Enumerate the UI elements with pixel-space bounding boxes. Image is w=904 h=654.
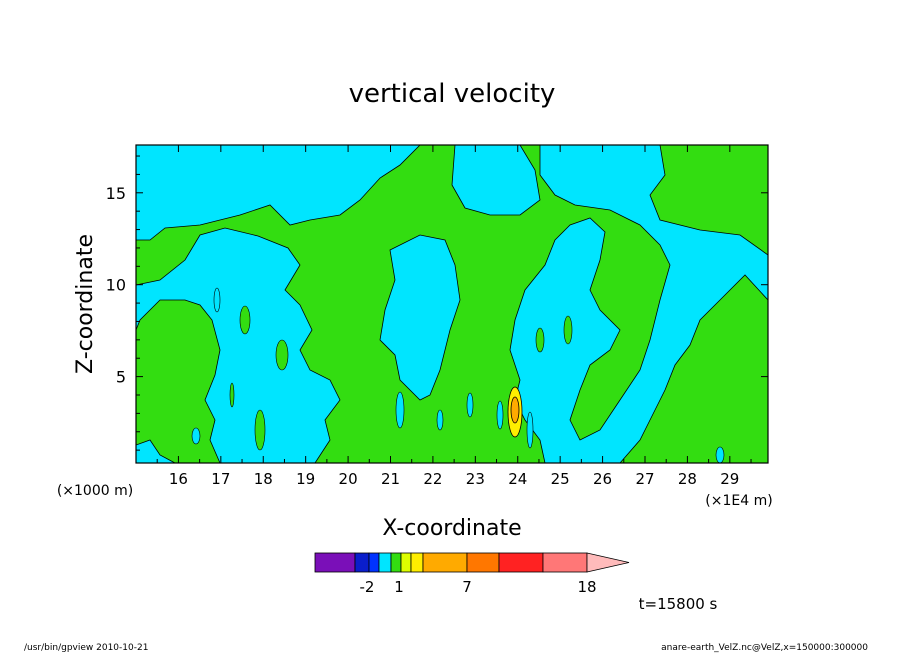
y-tick-label: 5 <box>116 368 126 387</box>
y-unit-label: (×1000 m) <box>57 483 133 499</box>
green-cell <box>239 305 251 335</box>
footer-left: /usr/bin/gpview 2010-10-21 <box>24 643 148 653</box>
cyan-cell <box>526 411 534 449</box>
cyan-region-right <box>509 145 768 463</box>
colorbar-segment <box>410 552 424 573</box>
cyan-region-topright <box>451 145 541 216</box>
x-axis-label: X-coordinate <box>382 516 521 541</box>
plot-frame <box>135 144 769 464</box>
cyan-region-bottomleft <box>136 439 176 463</box>
time-label: t=15800 s <box>639 595 718 613</box>
cyan-cell <box>715 446 725 463</box>
cyan-cell <box>191 427 201 445</box>
colorbar-segment <box>378 552 392 573</box>
y-axis-label: Z-coordinate <box>73 234 98 374</box>
cyan-cell <box>436 409 444 431</box>
green-cell <box>229 382 235 408</box>
x-tick-label: 28 <box>678 470 697 488</box>
plot-area <box>136 145 768 463</box>
colorbar-segment <box>390 552 402 573</box>
colorbar-segment <box>466 552 500 573</box>
x-unit-label: (×1E4 m) <box>705 493 772 509</box>
x-tick-label: 16 <box>169 470 188 488</box>
cyan-cell <box>496 400 504 430</box>
x-tick-label: 24 <box>508 470 527 488</box>
colorbar: -2 1 7 18 <box>314 552 630 596</box>
cyan-cell <box>213 287 221 313</box>
x-tick-label: 23 <box>466 470 485 488</box>
cyan-cell <box>466 392 474 418</box>
colorbar-segment <box>498 552 544 573</box>
cyan-region-top <box>136 145 421 241</box>
cyan-cell <box>395 391 405 429</box>
colorbar-segment <box>368 552 380 573</box>
x-tick-label: 20 <box>339 470 358 488</box>
x-tick-label: 17 <box>211 470 230 488</box>
colorbar-arrow <box>586 552 630 573</box>
colorbar-segment <box>400 552 412 573</box>
cyan-region-left <box>136 227 341 463</box>
colorbar-segment <box>354 552 370 573</box>
colorbar-label: 18 <box>577 578 596 596</box>
x-tick-label: 22 <box>423 470 442 488</box>
colorbar-label: -2 <box>360 578 375 596</box>
x-tick-label: 21 <box>381 470 400 488</box>
footer-right: anare-earth_VelZ.nc@VelZ,x=150000:300000 <box>661 643 868 653</box>
y-tick-label: 15 <box>106 184 126 203</box>
colorbar-segment <box>314 552 356 573</box>
x-tick-label: 18 <box>254 470 273 488</box>
x-tick-label: 27 <box>635 470 654 488</box>
updraft-core-inner <box>510 396 520 424</box>
chart-title: vertical velocity <box>349 79 556 109</box>
y-tick-label: 10 <box>106 276 126 295</box>
colorbar-label: 7 <box>462 578 472 596</box>
colorbar-label: 1 <box>394 578 404 596</box>
x-tick-label: 25 <box>551 470 570 488</box>
colorbar-segment <box>422 552 468 573</box>
axes: 16 17 18 19 20 21 22 23 24 25 26 27 28 29 5 10 15 <box>106 145 768 488</box>
green-cell <box>275 339 289 371</box>
green-cell <box>254 409 266 451</box>
x-tick-label: 19 <box>296 470 315 488</box>
green-cell <box>535 327 545 353</box>
green-cell <box>563 315 573 345</box>
x-tick-label: 26 <box>593 470 612 488</box>
cyan-region-middle <box>379 234 461 401</box>
colorbar-segment <box>542 552 588 573</box>
x-tick-label: 29 <box>720 470 739 488</box>
